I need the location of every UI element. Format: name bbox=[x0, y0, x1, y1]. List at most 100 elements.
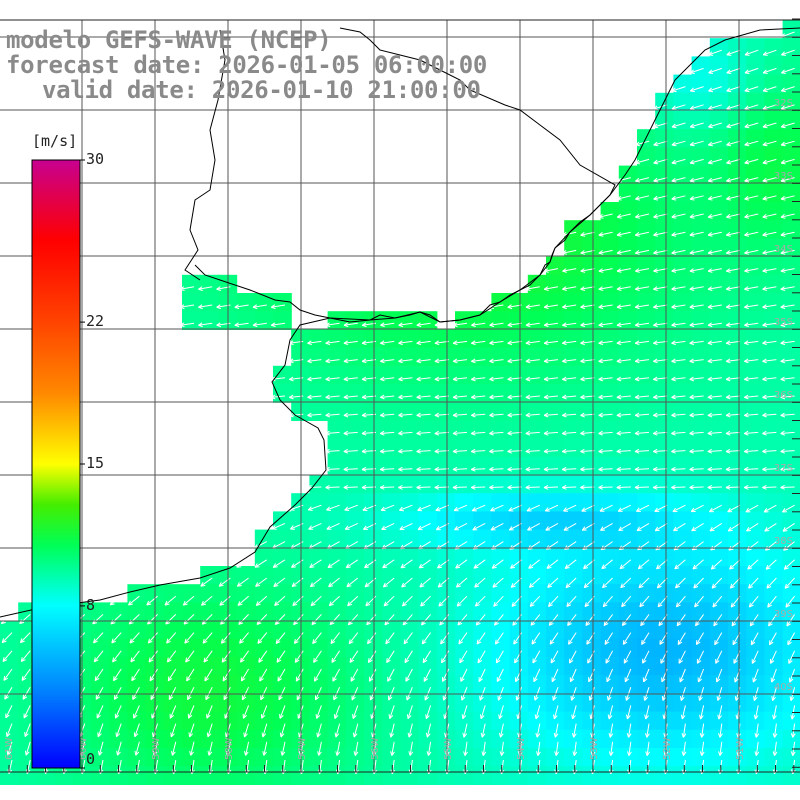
wind-arrow bbox=[671, 322, 686, 328]
speed-cell bbox=[637, 547, 656, 567]
wind-arrow bbox=[601, 559, 613, 570]
speed-cell bbox=[345, 729, 365, 749]
wind-arrow bbox=[416, 466, 431, 472]
wind-arrow bbox=[634, 340, 650, 346]
speed-cell bbox=[527, 311, 547, 330]
speed-cell bbox=[709, 274, 729, 294]
speed-cell bbox=[91, 729, 110, 749]
wind-arrow bbox=[780, 177, 795, 183]
speed-cell bbox=[709, 493, 729, 512]
speed-cell bbox=[473, 729, 492, 749]
wind-arrow bbox=[762, 195, 777, 201]
speed-cell bbox=[309, 584, 329, 603]
speed-cell bbox=[254, 566, 274, 585]
speed-cell bbox=[782, 711, 800, 731]
wind-arrow bbox=[531, 632, 541, 645]
speed-cell bbox=[600, 365, 620, 385]
speed-cell bbox=[327, 329, 347, 349]
wind-arrow bbox=[707, 358, 722, 364]
wind-arrow bbox=[725, 466, 741, 472]
wind-arrow bbox=[3, 668, 13, 681]
wind-arrow bbox=[744, 322, 759, 328]
speed-cell bbox=[546, 329, 565, 349]
speed-cell bbox=[709, 38, 729, 57]
speed-cell bbox=[618, 347, 638, 367]
wind-arrow bbox=[718, 741, 723, 756]
speed-cell bbox=[582, 311, 602, 330]
speed-cell bbox=[782, 38, 800, 57]
speed-cell bbox=[746, 711, 765, 731]
wind-arrow bbox=[326, 522, 340, 530]
wind-arrow bbox=[707, 430, 722, 436]
wind-arrow bbox=[259, 668, 268, 682]
speed-cell bbox=[473, 420, 492, 440]
speed-cell bbox=[546, 729, 565, 749]
wind-arrow bbox=[133, 705, 140, 719]
wind-arrow bbox=[616, 358, 631, 364]
wind-arrow bbox=[19, 632, 31, 644]
wind-arrow bbox=[398, 376, 413, 382]
wind-arrow bbox=[434, 412, 449, 418]
speed-cell bbox=[236, 602, 256, 622]
speed-cell bbox=[382, 766, 401, 785]
speed-cell bbox=[491, 729, 511, 749]
speed-cell bbox=[637, 256, 656, 276]
wind-arrow bbox=[416, 394, 431, 400]
wind-arrow bbox=[148, 650, 158, 663]
wind-arrow bbox=[770, 668, 777, 683]
speed-cell bbox=[691, 92, 711, 112]
wind-arrow bbox=[274, 595, 286, 606]
wind-arrow bbox=[295, 668, 304, 682]
wind-arrow bbox=[2, 650, 13, 662]
speed-cell bbox=[473, 493, 492, 512]
speed-cell bbox=[491, 311, 511, 330]
speed-cell bbox=[345, 402, 365, 421]
speed-cell bbox=[491, 602, 511, 622]
wind-arrow bbox=[689, 448, 704, 454]
speed-cell bbox=[764, 329, 784, 349]
speed-cell bbox=[273, 766, 292, 785]
speed-cell bbox=[382, 620, 401, 640]
speed-cell bbox=[473, 547, 492, 567]
speed-cell bbox=[691, 456, 711, 476]
speed-cell bbox=[673, 748, 693, 767]
speed-cell bbox=[436, 329, 456, 349]
wind-arrow bbox=[561, 466, 577, 472]
wind-arrow bbox=[604, 632, 614, 645]
wind-arrow bbox=[380, 376, 395, 382]
wind-arrow bbox=[234, 304, 249, 310]
speed-cell bbox=[673, 347, 693, 367]
speed-cell bbox=[400, 547, 420, 567]
speed-cell bbox=[509, 602, 529, 622]
speed-cell bbox=[728, 511, 747, 531]
wind-arrow bbox=[168, 686, 177, 700]
wind-arrow bbox=[407, 723, 413, 738]
speed-cell bbox=[473, 529, 492, 549]
wind-arrow bbox=[653, 376, 668, 382]
wind-arrow bbox=[780, 86, 795, 93]
wind-arrow bbox=[307, 322, 322, 328]
speed-cell bbox=[618, 693, 638, 713]
wind-arrow bbox=[569, 650, 577, 664]
speed-cell bbox=[764, 456, 784, 476]
speed-cell bbox=[618, 529, 638, 549]
speed-cell bbox=[18, 766, 37, 785]
speed-cell bbox=[637, 529, 656, 549]
wind-arrow bbox=[260, 705, 268, 719]
wind-arrow bbox=[330, 632, 340, 645]
wind-arrow bbox=[695, 632, 705, 646]
wind-arrow bbox=[543, 484, 559, 490]
speed-cell bbox=[782, 365, 800, 385]
border-river bbox=[184, 29, 226, 281]
lon-label: 61W bbox=[4, 737, 15, 760]
speed-cell bbox=[327, 766, 347, 785]
wind-arrow bbox=[406, 705, 413, 720]
wind-arrow bbox=[772, 723, 778, 738]
speed-cell bbox=[309, 493, 329, 512]
wind-arrow bbox=[565, 577, 577, 589]
wind-arrow bbox=[347, 595, 359, 607]
speed-cell bbox=[182, 620, 201, 640]
speed-cell bbox=[509, 402, 529, 421]
wind-arrow bbox=[543, 376, 559, 382]
wind-arrow bbox=[493, 595, 504, 607]
